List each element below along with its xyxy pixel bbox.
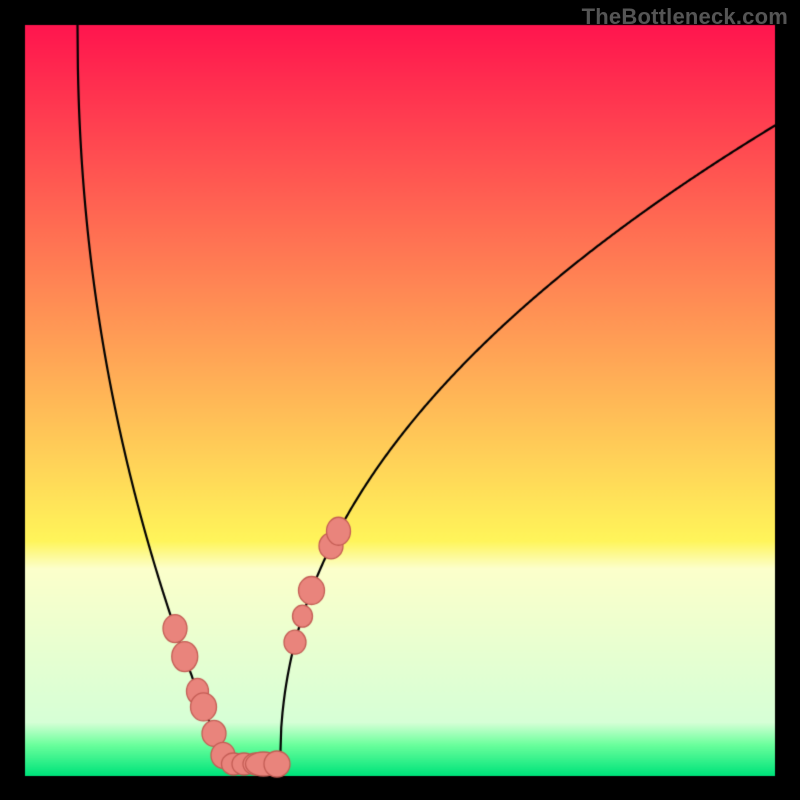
watermark-text: TheBottleneck.com <box>582 0 800 30</box>
bottleneck-gradient-chart <box>0 0 800 800</box>
